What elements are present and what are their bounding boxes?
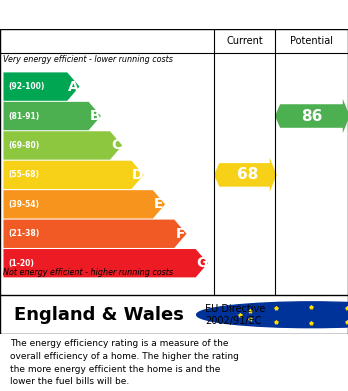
Text: (39-54): (39-54) bbox=[8, 200, 39, 209]
Text: (1-20): (1-20) bbox=[8, 259, 34, 268]
Circle shape bbox=[197, 302, 348, 328]
Text: (92-100): (92-100) bbox=[8, 82, 45, 91]
Text: Current: Current bbox=[226, 36, 263, 46]
Text: Very energy efficient - lower running costs: Very energy efficient - lower running co… bbox=[3, 55, 173, 64]
Polygon shape bbox=[275, 99, 348, 133]
Text: EU Directive
2002/91/EC: EU Directive 2002/91/EC bbox=[205, 304, 266, 326]
Text: D: D bbox=[132, 168, 143, 182]
Polygon shape bbox=[3, 161, 144, 189]
Text: G: G bbox=[196, 256, 207, 270]
Polygon shape bbox=[3, 72, 79, 101]
Text: (69-80): (69-80) bbox=[8, 141, 39, 150]
Text: Energy Efficiency Rating: Energy Efficiency Rating bbox=[50, 5, 298, 24]
Text: E: E bbox=[154, 197, 164, 211]
Polygon shape bbox=[214, 158, 277, 192]
Text: The energy efficiency rating is a measure of the
overall efficiency of a home. T: The energy efficiency rating is a measur… bbox=[10, 339, 239, 386]
Polygon shape bbox=[3, 220, 187, 248]
Text: England & Wales: England & Wales bbox=[14, 306, 184, 324]
Polygon shape bbox=[3, 102, 101, 130]
Polygon shape bbox=[3, 190, 165, 219]
Text: Not energy efficient - higher running costs: Not energy efficient - higher running co… bbox=[3, 267, 174, 276]
Text: 68: 68 bbox=[237, 167, 259, 182]
Text: (55-68): (55-68) bbox=[8, 170, 39, 179]
Polygon shape bbox=[3, 131, 122, 160]
Text: 86: 86 bbox=[301, 109, 322, 124]
Polygon shape bbox=[3, 249, 208, 277]
Text: Potential: Potential bbox=[290, 36, 333, 46]
Text: (21-38): (21-38) bbox=[8, 229, 39, 238]
Text: A: A bbox=[68, 80, 79, 93]
Text: C: C bbox=[111, 138, 121, 152]
Text: F: F bbox=[176, 227, 185, 241]
Text: (81-91): (81-91) bbox=[8, 111, 39, 120]
Text: B: B bbox=[89, 109, 100, 123]
